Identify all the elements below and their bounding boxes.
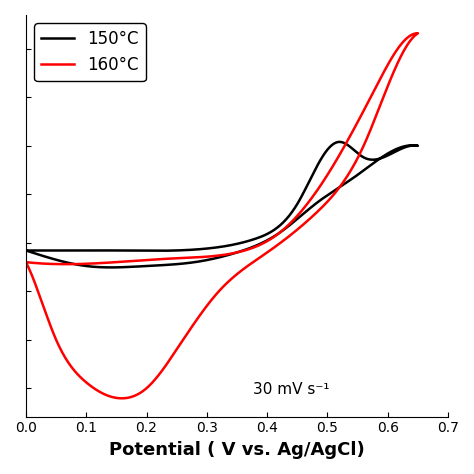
Text: 30 mV s⁻¹: 30 mV s⁻¹ bbox=[254, 382, 330, 397]
150°C bbox=[109, 264, 114, 270]
160°C bbox=[212, 293, 218, 299]
160°C bbox=[119, 395, 125, 401]
Line: 160°C: 160°C bbox=[26, 33, 418, 398]
150°C bbox=[23, 247, 29, 253]
160°C bbox=[71, 261, 77, 267]
160°C bbox=[23, 259, 29, 265]
150°C bbox=[307, 206, 313, 211]
160°C bbox=[23, 259, 29, 265]
150°C bbox=[131, 264, 137, 270]
160°C bbox=[415, 30, 421, 36]
150°C bbox=[71, 247, 77, 253]
160°C bbox=[131, 393, 137, 399]
150°C bbox=[23, 247, 29, 253]
150°C bbox=[212, 255, 218, 261]
150°C bbox=[330, 188, 336, 194]
150°C bbox=[337, 139, 342, 145]
160°C bbox=[351, 162, 357, 168]
Line: 150°C: 150°C bbox=[26, 142, 418, 267]
160°C bbox=[330, 192, 336, 198]
X-axis label: Potential ( V vs. Ag/AgCl): Potential ( V vs. Ag/AgCl) bbox=[109, 441, 365, 459]
Legend: 150°C, 160°C: 150°C, 160°C bbox=[34, 23, 146, 81]
160°C bbox=[307, 216, 313, 221]
150°C bbox=[351, 174, 357, 180]
